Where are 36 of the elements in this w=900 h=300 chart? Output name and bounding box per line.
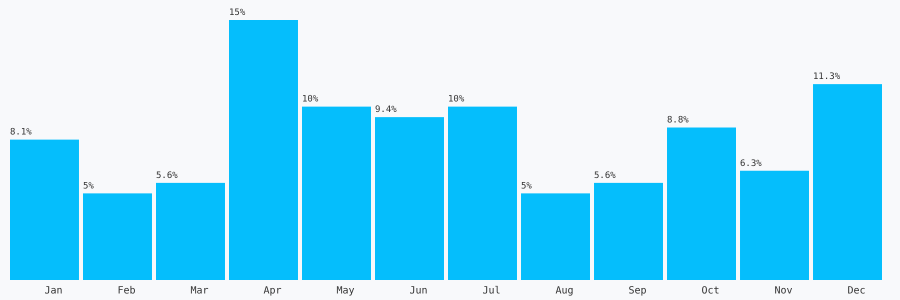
data-label: 5.6% xyxy=(594,170,616,181)
data-label: 10% xyxy=(302,94,319,105)
data-label: 11.3% xyxy=(813,72,841,82)
data-label: 8.1% xyxy=(10,128,32,138)
x-tick-label: Aug xyxy=(556,286,574,296)
bar xyxy=(10,140,79,280)
x-tick-label: Sep xyxy=(628,286,647,296)
data-label: 6.3% xyxy=(740,158,762,169)
x-tick-label: Oct xyxy=(702,286,720,296)
bar xyxy=(594,182,663,280)
x-tick-label: Apr xyxy=(263,286,282,296)
data-label: 8.8% xyxy=(667,115,690,126)
bar xyxy=(83,193,152,280)
data-label: 9.4% xyxy=(375,105,398,116)
data-label: 15% xyxy=(229,8,246,18)
x-tick-label: Nov xyxy=(774,286,793,296)
bar xyxy=(375,117,444,280)
x-tick-label: Jun xyxy=(410,286,428,296)
x-tick-label: May xyxy=(336,286,355,296)
bar xyxy=(813,84,882,280)
bar xyxy=(740,170,809,280)
x-tick-label: Jan xyxy=(44,286,63,296)
bar xyxy=(521,193,590,280)
bar xyxy=(229,20,298,280)
data-label: 10% xyxy=(448,94,465,105)
data-label: 5.6% xyxy=(156,170,178,181)
x-tick-label: Dec xyxy=(848,286,866,296)
data-label: 5% xyxy=(83,181,94,192)
x-tick-label: Jul xyxy=(482,286,501,296)
bar xyxy=(156,182,225,280)
x-tick-label: Feb xyxy=(117,286,136,296)
data-label: 5% xyxy=(521,181,532,192)
bar xyxy=(302,106,371,280)
bar xyxy=(448,106,517,280)
bar xyxy=(667,127,736,280)
x-tick-label: Mar xyxy=(190,286,209,296)
